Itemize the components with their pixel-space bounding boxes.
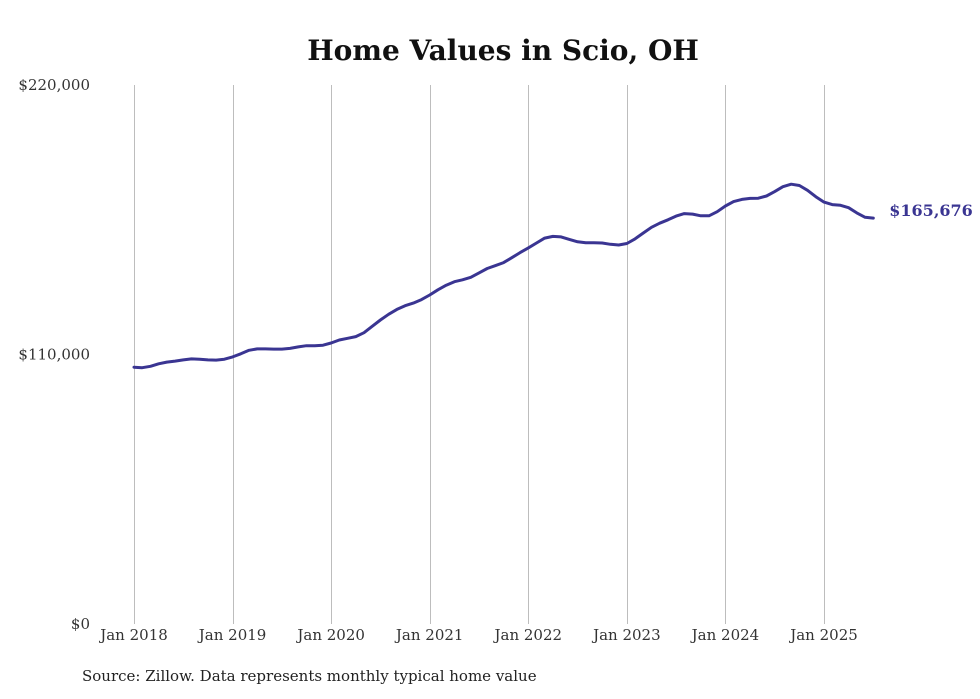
x-tick-label: Jan 2018 xyxy=(98,626,168,644)
x-tick-label: Jan 2020 xyxy=(295,626,365,644)
x-tick-label: Jan 2022 xyxy=(493,626,563,644)
y-axis-ticks: $220,000 $110,000 $0 xyxy=(18,76,90,633)
chart-title: Home Values in Scio, OH xyxy=(307,34,699,67)
grid-lines xyxy=(134,85,825,624)
x-tick-label: Jan 2024 xyxy=(690,626,760,644)
y-tick-label: $110,000 xyxy=(18,346,90,364)
y-tick-label: $0 xyxy=(71,615,90,633)
x-tick-label: Jan 2025 xyxy=(788,626,858,644)
source-note: Source: Zillow. Data represents monthly … xyxy=(82,667,537,685)
x-axis-ticks: Jan 2018 Jan 2019 Jan 2020 Jan 2021 Jan 2022… xyxy=(98,626,858,644)
end-value-label: $165,676 xyxy=(889,201,973,220)
series-layer: $165,676 xyxy=(132,182,973,370)
x-tick-label: Jan 2019 xyxy=(197,626,267,644)
y-tick-label: $220,000 xyxy=(18,76,90,94)
x-tick-label: Jan 2023 xyxy=(591,626,661,644)
series-line xyxy=(132,182,875,370)
x-tick-label: Jan 2021 xyxy=(394,626,464,644)
